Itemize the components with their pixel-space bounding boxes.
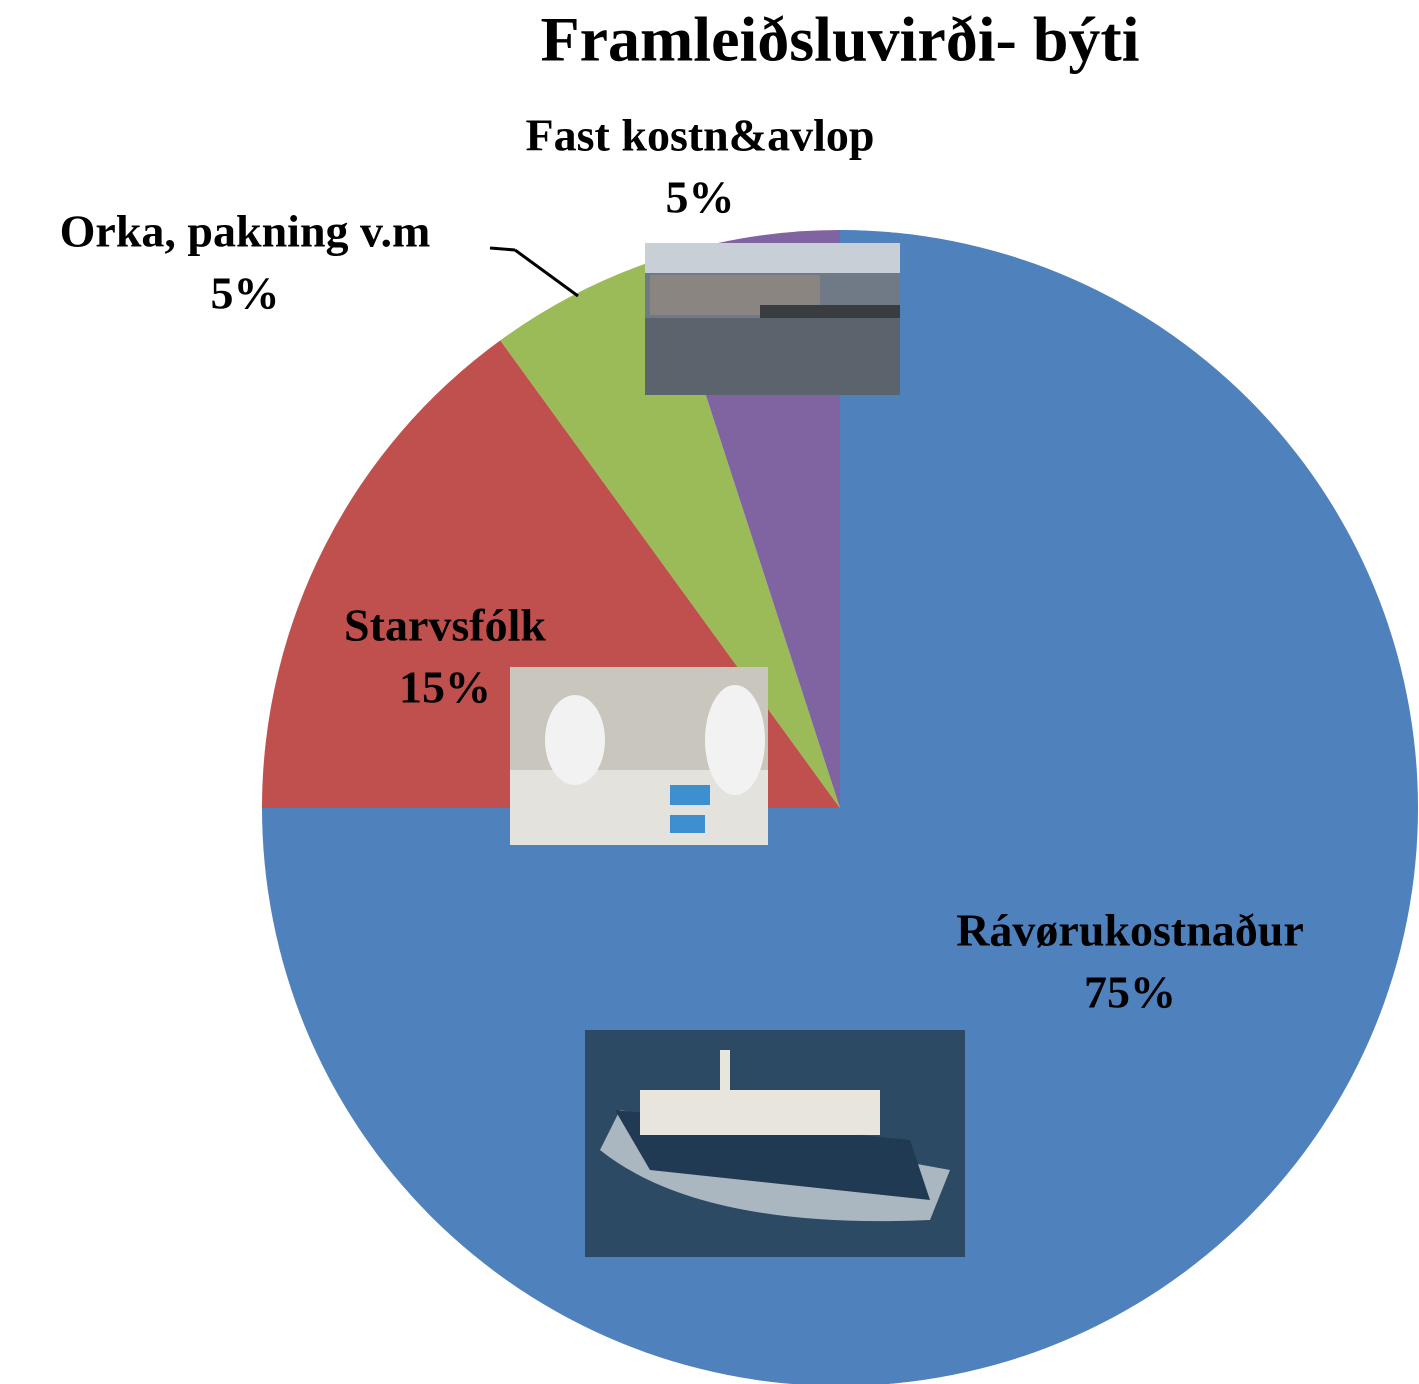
slice-label: Orka, pakning v.m bbox=[60, 206, 431, 257]
slice-label: Rávørukostnaður bbox=[956, 905, 1304, 956]
photo-workers bbox=[510, 667, 768, 845]
slice-value-label: 5% bbox=[211, 268, 280, 319]
slice-value-label: 5% bbox=[666, 172, 735, 223]
photo-harbour bbox=[645, 243, 900, 395]
photo-ship bbox=[585, 1030, 965, 1257]
slice-value-label: 75% bbox=[1084, 967, 1176, 1018]
slice-value-label: 15% bbox=[399, 662, 491, 713]
leader-line bbox=[489, 246, 516, 252]
slice-label: Fast kostn&avlop bbox=[526, 110, 875, 161]
chart-title: Framleiðsluvirði- býti bbox=[540, 4, 1139, 75]
leader-line bbox=[514, 248, 579, 298]
pie-slice bbox=[262, 230, 1418, 1384]
slice-label: Starvsfólk bbox=[344, 600, 546, 651]
